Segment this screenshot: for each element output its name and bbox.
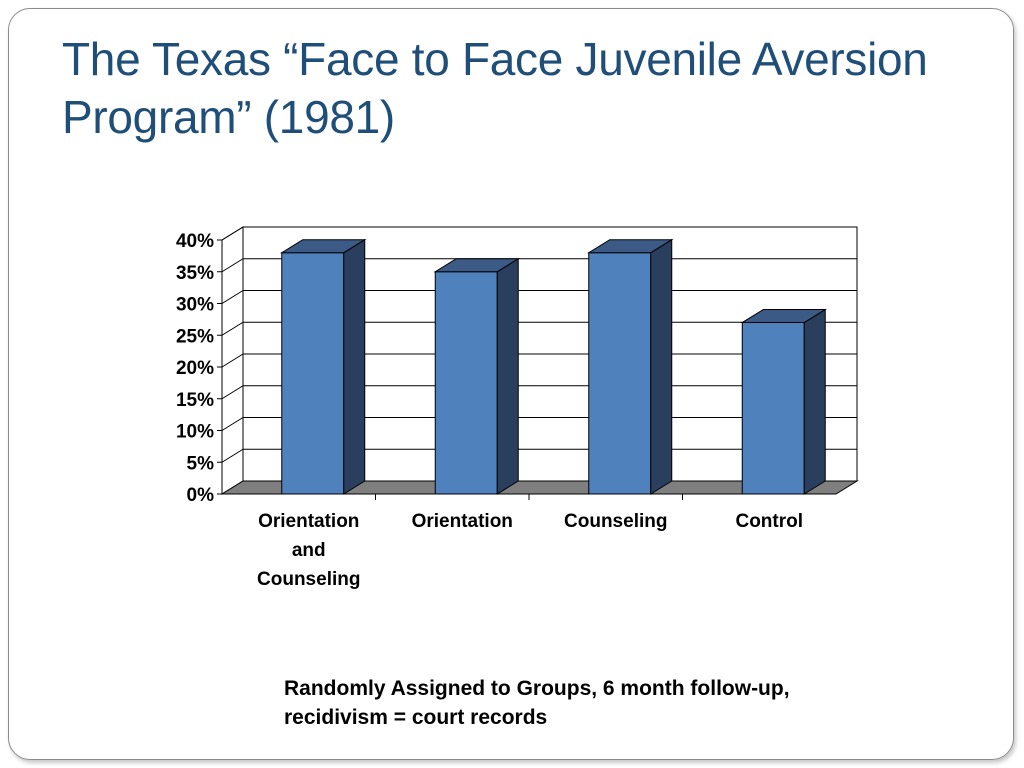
x-tick-label-line: and — [292, 540, 326, 561]
x-tick-label-line: Control — [735, 511, 803, 532]
gridline-side — [221, 353, 244, 368]
x-tick-label-line: Counseling — [564, 511, 667, 532]
bar-top — [586, 239, 674, 254]
bar — [279, 238, 367, 495]
y-tick-label: 40% — [176, 231, 214, 252]
y-tick-label: 5% — [187, 453, 215, 474]
bar-front — [434, 271, 498, 495]
bar — [433, 257, 521, 495]
bar-side — [803, 308, 826, 495]
y-tick-label: 0% — [187, 485, 215, 506]
gridline-side — [221, 321, 244, 336]
x-tick-label-line: Counseling — [257, 569, 360, 590]
slide-title: The Texas “Face to Face Juvenile Aversio… — [62, 33, 928, 143]
y-tick-label: 35% — [176, 263, 214, 284]
gridline-side — [221, 226, 244, 241]
bar-top — [740, 309, 828, 324]
bar-front — [281, 252, 345, 495]
x-tick-label-line: Orientation — [258, 511, 359, 532]
y-tick-label: 30% — [176, 295, 214, 316]
x-tick-label: Orientation and Counseling — [257, 511, 360, 590]
x-tick-label: Orientation — [412, 511, 513, 532]
y-tick-label: 10% — [176, 422, 214, 443]
gridline-side — [221, 417, 244, 431]
bar — [740, 308, 828, 495]
gridline-side — [221, 290, 244, 304]
bar-front — [741, 322, 805, 495]
bar — [586, 238, 674, 495]
bar-side — [343, 238, 366, 495]
bar-side — [650, 238, 673, 495]
y-tick-label: 20% — [176, 358, 214, 379]
bar-front — [588, 252, 652, 495]
bar-top — [433, 258, 521, 273]
gridline-side — [221, 258, 244, 273]
gridline-side — [221, 448, 244, 463]
bar-top — [279, 239, 367, 254]
gridline-side — [221, 385, 244, 400]
y-tick-label: 15% — [176, 390, 214, 411]
x-tick-label-line: Orientation — [412, 511, 513, 532]
slide-frame — [8, 8, 1014, 760]
y-tick-label: 25% — [176, 326, 214, 347]
bar-side — [496, 257, 519, 495]
x-tick-label: Counseling — [564, 511, 667, 532]
x-tick-label: Control — [735, 511, 803, 532]
footnote: Randomly Assigned to Groups, 6 month fol… — [284, 677, 790, 729]
